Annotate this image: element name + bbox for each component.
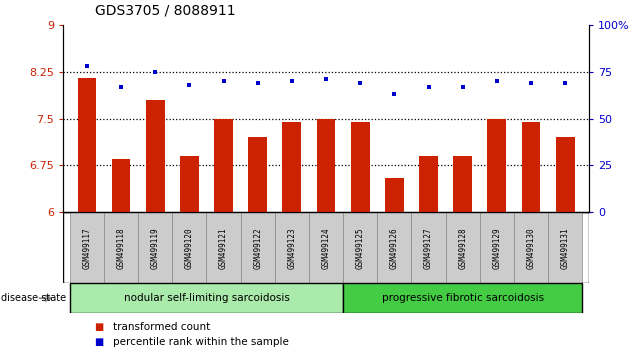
Bar (214, 119, 233, 212)
Text: GSM499121: GSM499121 (219, 227, 228, 269)
FancyBboxPatch shape (275, 212, 309, 283)
Text: GSM499128: GSM499128 (458, 227, 467, 269)
Bar (146, 100, 164, 212)
Text: GSM499127: GSM499127 (424, 227, 433, 269)
Bar (351, 122, 370, 212)
Text: GSM499122: GSM499122 (253, 227, 262, 269)
Text: GSM499120: GSM499120 (185, 227, 194, 269)
Text: GSM499131: GSM499131 (561, 227, 570, 269)
Text: GSM499119: GSM499119 (151, 227, 160, 269)
Bar (112, 159, 130, 212)
FancyBboxPatch shape (207, 212, 241, 283)
FancyBboxPatch shape (411, 212, 445, 283)
Point (82, 63, 92, 69)
Text: GSM499117: GSM499117 (83, 227, 91, 269)
Text: ■: ■ (94, 337, 104, 347)
Bar (180, 156, 199, 212)
Bar (488, 119, 507, 212)
FancyBboxPatch shape (70, 283, 343, 313)
Text: GSM499124: GSM499124 (321, 227, 331, 269)
FancyBboxPatch shape (548, 212, 582, 283)
FancyBboxPatch shape (514, 212, 548, 283)
Point (321, 76, 331, 82)
Point (116, 84, 126, 90)
Text: disease state: disease state (1, 293, 66, 303)
Text: percentile rank within the sample: percentile rank within the sample (113, 337, 289, 347)
Point (150, 69, 160, 74)
Bar (282, 122, 301, 212)
FancyBboxPatch shape (173, 212, 207, 283)
Text: GSM499118: GSM499118 (117, 227, 125, 269)
Bar (419, 156, 438, 212)
Text: GDS3705 / 8088911: GDS3705 / 8088911 (94, 4, 235, 18)
Point (457, 84, 467, 90)
FancyBboxPatch shape (309, 212, 343, 283)
Text: ■: ■ (94, 322, 104, 332)
FancyBboxPatch shape (343, 283, 582, 313)
Text: GSM499126: GSM499126 (390, 227, 399, 269)
Text: GSM499125: GSM499125 (356, 227, 365, 269)
FancyBboxPatch shape (479, 212, 514, 283)
FancyBboxPatch shape (241, 212, 275, 283)
Point (492, 78, 502, 84)
Bar (453, 156, 472, 212)
FancyBboxPatch shape (377, 212, 411, 283)
Text: nodular self-limiting sarcoidosis: nodular self-limiting sarcoidosis (123, 293, 289, 303)
FancyBboxPatch shape (104, 212, 138, 283)
Point (219, 78, 229, 84)
Text: progressive fibrotic sarcoidosis: progressive fibrotic sarcoidosis (382, 293, 544, 303)
Point (423, 84, 433, 90)
Point (560, 80, 570, 86)
Text: GSM499129: GSM499129 (492, 227, 501, 269)
FancyBboxPatch shape (70, 212, 104, 283)
Bar (77, 78, 96, 212)
FancyBboxPatch shape (445, 212, 479, 283)
Bar (556, 137, 575, 212)
Bar (522, 122, 541, 212)
Bar (385, 178, 404, 212)
Bar (317, 119, 335, 212)
Text: GSM499123: GSM499123 (287, 227, 296, 269)
Point (185, 82, 195, 88)
Text: transformed count: transformed count (113, 322, 210, 332)
Bar (248, 137, 267, 212)
Point (287, 78, 297, 84)
FancyBboxPatch shape (343, 212, 377, 283)
Point (389, 91, 399, 97)
FancyBboxPatch shape (138, 212, 173, 283)
Point (355, 80, 365, 86)
Text: GSM499130: GSM499130 (527, 227, 536, 269)
Point (526, 80, 536, 86)
Point (253, 80, 263, 86)
